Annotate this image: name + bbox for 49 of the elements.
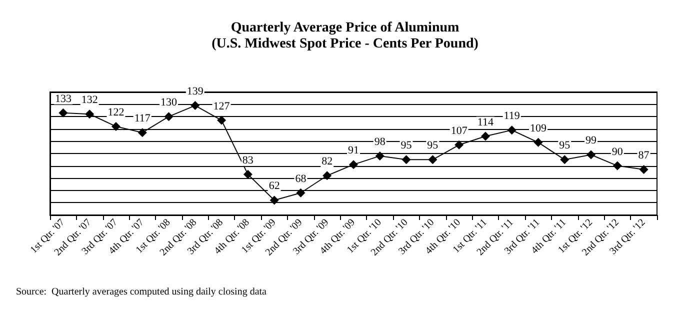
point [586, 150, 596, 160]
data-label: 83 [242, 154, 254, 166]
data-label: 119 [504, 110, 520, 122]
data-label: 107 [450, 124, 468, 137]
point [322, 171, 332, 180]
data-label: 98 [374, 136, 386, 148]
chart-title: Quarterly Average Price of Aluminum [230, 20, 460, 36]
point [639, 164, 648, 174]
data-label: 114 [477, 116, 494, 128]
point [243, 170, 252, 179]
point [402, 155, 411, 164]
data-label: 95 [400, 140, 412, 152]
data-label: 130 [160, 96, 178, 109]
point [138, 128, 147, 138]
point [480, 132, 490, 141]
point [454, 140, 464, 150]
data-label: 117 [134, 112, 151, 125]
point [270, 196, 279, 205]
data-label: 62 [268, 180, 280, 192]
point [375, 151, 384, 160]
chart-subtitle: (U.S. Midwest Spot Price - Cents Per Pound) [212, 36, 479, 52]
data-label: 82 [322, 156, 333, 168]
data-label: 91 [348, 144, 359, 157]
point [349, 160, 358, 170]
point [85, 110, 94, 119]
data-label: 90 [612, 146, 624, 158]
point [190, 101, 200, 110]
point [111, 122, 120, 131]
point [58, 108, 68, 118]
point [612, 161, 622, 170]
data-label: 109 [530, 122, 547, 134]
point [534, 138, 543, 147]
data-label: 99 [586, 134, 598, 147]
point [428, 155, 438, 164]
data-label: 132 [81, 94, 98, 106]
point [164, 112, 174, 122]
data-label: 95 [559, 140, 571, 152]
point [217, 116, 226, 125]
data-label: 68 [295, 172, 307, 185]
data-label: 122 [108, 106, 124, 118]
data-label: 133 [54, 92, 72, 105]
data-label: 87 [638, 149, 650, 162]
point [507, 126, 516, 135]
data-label: 139 [186, 86, 204, 98]
point [560, 155, 570, 164]
point [296, 188, 306, 198]
data-label: 127 [213, 100, 230, 112]
data-label: 95 [427, 140, 439, 152]
source-note: Source: Quarterly averages computed using daily closing data [16, 286, 268, 298]
